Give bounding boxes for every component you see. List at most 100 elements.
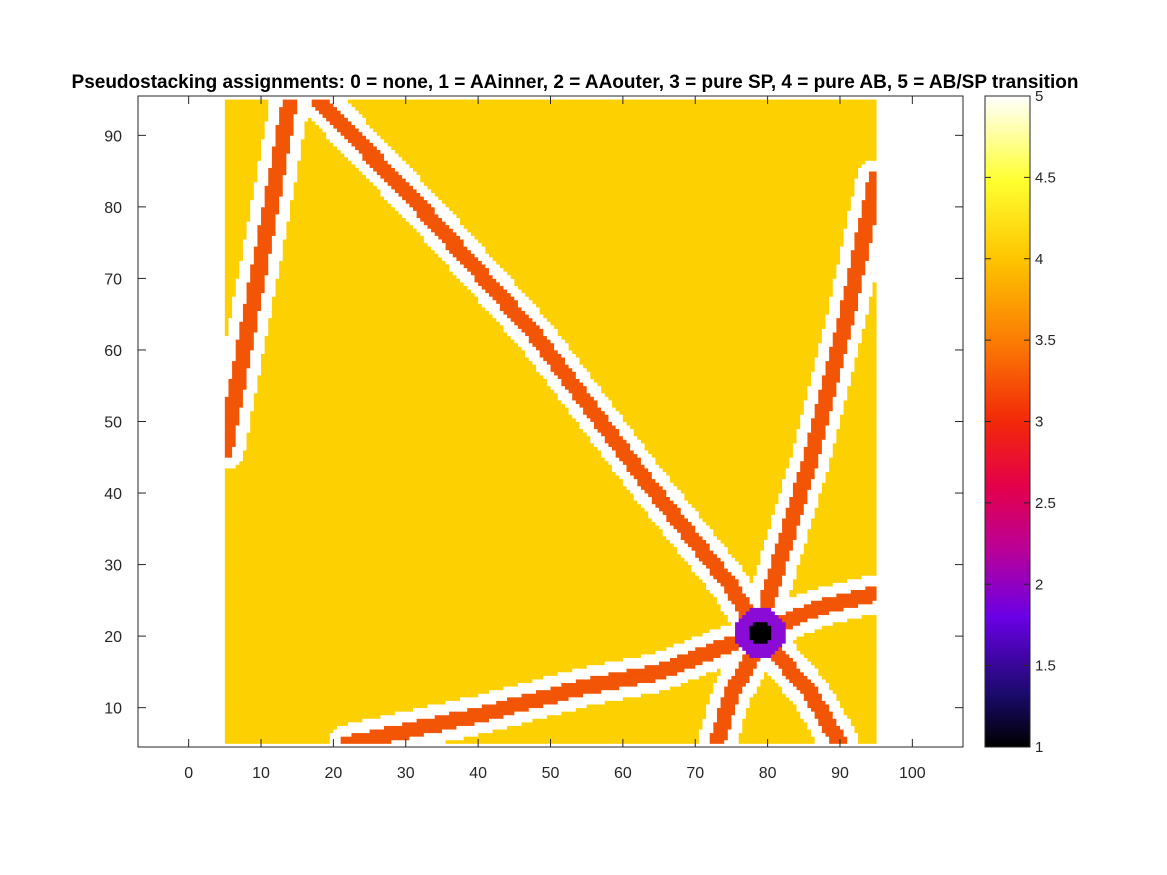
heatmap-cell: [253, 403, 566, 408]
heatmap-cell: [224, 557, 685, 562]
heatmap-cell: [297, 110, 320, 115]
heatmap-cell: [684, 557, 700, 562]
heatmap-cell: [630, 446, 645, 451]
heatmap-cell: [253, 335, 266, 340]
heatmap-cell: [434, 192, 855, 197]
heatmap-cell: [818, 500, 877, 505]
heatmap-cell: [293, 192, 381, 197]
heatmap-cell: [452, 271, 472, 276]
heatmap-cell: [796, 704, 808, 709]
heatmap-cell: [832, 453, 877, 458]
heatmap-cell: [239, 271, 251, 276]
heatmap-cell: [416, 210, 436, 215]
heatmap-cell: [619, 432, 635, 437]
heatmap-cell: [858, 732, 877, 737]
heatmap-cell: [434, 231, 457, 236]
heatmap-cell: [224, 661, 606, 666]
heatmap-cell: [774, 503, 790, 508]
heatmap-cell: [821, 332, 834, 337]
heatmap-cell: [637, 482, 660, 487]
heatmap-cell: [731, 621, 736, 626]
heatmap-cell: [839, 425, 877, 430]
heatmap-cell: [268, 113, 280, 118]
heatmap-cell: [843, 228, 859, 233]
heatmap-cell: [839, 307, 859, 312]
heatmap-cell: [843, 400, 877, 405]
heatmap-cell: [854, 729, 877, 734]
heatmap-cell: [224, 128, 266, 133]
heatmap-cell: [807, 493, 819, 498]
heatmap-cell: [467, 246, 486, 251]
heatmap-cell: [452, 210, 848, 215]
heatmap-cell: [224, 249, 244, 254]
heatmap-cell: [771, 518, 783, 523]
heatmap-cell: [792, 453, 805, 458]
heatmap-cell: [854, 360, 877, 365]
heatmap-cell: [843, 231, 855, 236]
heatmap-cell: [235, 425, 251, 430]
heatmap-cell: [387, 199, 407, 204]
heatmap-cell: [702, 718, 718, 723]
heatmap-cell: [756, 689, 783, 694]
heatmap-cell: [760, 561, 772, 565]
heatmap-cell: [286, 163, 298, 168]
heatmap-cell: [365, 174, 381, 179]
heatmap-cell: [557, 375, 577, 379]
heatmap-cell: [865, 192, 877, 197]
heatmap-cell: [224, 210, 251, 215]
heatmap-cell: [698, 510, 776, 515]
heatmap-cell: [742, 586, 765, 591]
heatmap-cell: [847, 389, 877, 394]
heatmap-cell: [279, 260, 446, 265]
heatmap-cell: [271, 146, 291, 151]
heatmap-cell: [612, 468, 627, 472]
heatmap-cell: [224, 389, 229, 394]
heatmap-cell: [655, 679, 689, 684]
heatmap-cell: [832, 400, 844, 405]
heatmap-cell: [818, 460, 830, 465]
heatmap-cell: [586, 414, 609, 419]
heatmap-cell: [774, 611, 787, 616]
heatmap-cell: [235, 285, 247, 290]
heatmap-cell: [268, 117, 280, 122]
heatmap-cell: [807, 675, 823, 680]
heatmap-cell: [843, 289, 863, 294]
heatmap-cell: [224, 292, 237, 297]
heatmap-cell: [792, 700, 808, 705]
heatmap-cell: [286, 231, 421, 236]
heatmap-cell: [525, 353, 541, 358]
heatmap-cell: [807, 704, 830, 709]
colorbar-tick-label: 1.5: [1035, 658, 1056, 675]
heatmap-cell: [839, 704, 877, 709]
heatmap-cell: [282, 256, 443, 261]
heatmap-cell: [702, 518, 772, 523]
heatmap-cell: [800, 514, 816, 519]
heatmap-cell: [821, 382, 837, 387]
heatmap-cell: [340, 131, 363, 136]
heatmap-cell: [224, 700, 446, 705]
heatmap-cell: [858, 736, 877, 741]
heatmap-cell: [384, 138, 877, 143]
heatmap-cell: [662, 528, 678, 533]
heatmap-cell: [774, 650, 787, 655]
heatmap-cell: [369, 729, 443, 734]
heatmap-cell: [782, 668, 801, 673]
heatmap-cell: [224, 192, 255, 197]
heatmap-cell: [224, 478, 624, 483]
heatmap-cell: [742, 689, 758, 694]
heatmap-cell: [626, 421, 801, 426]
heatmap-cell: [760, 589, 779, 594]
heatmap-cell: [228, 389, 244, 394]
heatmap-cell: [836, 432, 877, 437]
heatmap-cell: [224, 353, 237, 358]
heatmap-cell: [289, 138, 302, 143]
heatmap-cell: [843, 732, 859, 737]
heatmap-cell: [434, 249, 450, 254]
heatmap-cell: [796, 532, 808, 537]
heatmap-cell: [706, 582, 721, 587]
heatmap-cell: [756, 571, 769, 576]
heatmap-cell: [796, 528, 808, 533]
heatmap-cell: [850, 371, 877, 376]
heatmap-cell: [626, 464, 645, 469]
heatmap-cell: [771, 657, 794, 662]
